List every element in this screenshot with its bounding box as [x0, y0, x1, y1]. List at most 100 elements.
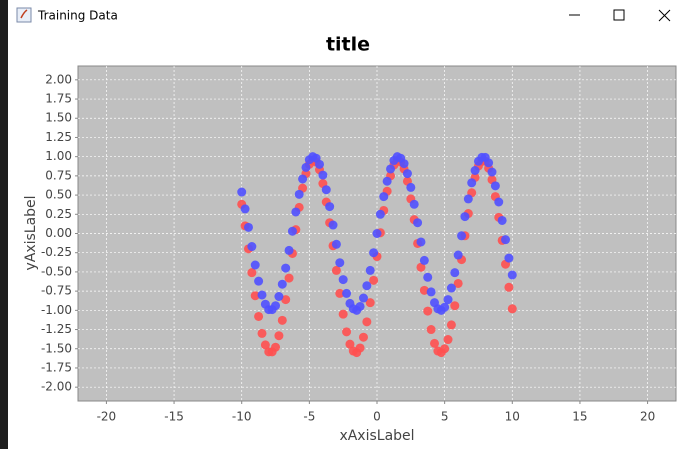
point: [284, 245, 294, 255]
point: [402, 169, 412, 179]
point: [331, 265, 341, 275]
point: [335, 258, 345, 268]
y-tick-label: -2.00: [41, 380, 72, 394]
point: [335, 288, 345, 298]
point: [460, 212, 470, 222]
point: [406, 182, 416, 192]
point: [294, 189, 304, 199]
point: [494, 197, 504, 207]
point: [497, 215, 507, 225]
point: [284, 273, 294, 283]
point: [463, 194, 473, 204]
y-tick-label: -1.50: [41, 341, 72, 355]
point: [247, 268, 257, 278]
y-tick-label: -0.50: [41, 264, 72, 278]
x-tick-label: 20: [640, 410, 655, 424]
point: [413, 218, 423, 228]
point: [386, 164, 396, 174]
point: [338, 275, 348, 285]
point: [507, 304, 517, 314]
point: [450, 268, 460, 278]
point: [355, 343, 365, 353]
y-tick-label: 0.25: [45, 207, 72, 221]
point: [274, 331, 284, 341]
point: [416, 237, 426, 247]
y-tick-label: -1.00: [41, 303, 72, 317]
y-tick-label: 2.00: [45, 72, 72, 86]
x-tick-label: 15: [572, 410, 587, 424]
point: [298, 174, 308, 184]
point: [237, 187, 247, 197]
x-tick-label: -20: [97, 410, 117, 424]
point: [240, 204, 250, 214]
point: [426, 287, 436, 297]
point: [281, 295, 291, 305]
point: [446, 283, 456, 293]
point: [321, 185, 331, 195]
y-tick-label: 1.00: [45, 149, 72, 163]
point: [443, 335, 453, 345]
point: [271, 301, 281, 311]
y-tick-label: 0.50: [45, 188, 72, 202]
point: [443, 295, 453, 305]
point: [426, 325, 436, 335]
point: [470, 165, 480, 175]
y-tick-label: -1.75: [41, 360, 72, 374]
y-tick-label: 1.75: [45, 92, 72, 106]
point: [416, 262, 426, 272]
point: [484, 158, 494, 168]
x-tick-label: -5: [303, 410, 315, 424]
close-button[interactable]: [642, 0, 687, 30]
point: [331, 239, 341, 249]
x-tick-label: 0: [373, 410, 381, 424]
point: [504, 282, 514, 292]
point: [423, 306, 433, 316]
point: [301, 162, 311, 172]
point: [274, 292, 284, 302]
point: [369, 248, 379, 258]
point: [291, 207, 301, 217]
x-tick-label: -15: [164, 410, 184, 424]
point: [365, 265, 375, 275]
y-tick-label: -1.25: [41, 322, 72, 336]
point: [247, 242, 257, 252]
point: [358, 332, 368, 342]
y-tick-label: 0.75: [45, 168, 72, 182]
point: [287, 226, 297, 236]
y-tick-label: 1.25: [45, 130, 72, 144]
chart-title: title: [326, 34, 370, 56]
point: [379, 192, 389, 202]
point: [453, 278, 463, 288]
maximize-button[interactable]: [597, 0, 642, 30]
point: [450, 301, 460, 311]
point: [342, 327, 352, 337]
point: [254, 276, 264, 286]
point: [250, 260, 260, 270]
point: [243, 222, 253, 232]
point: [338, 309, 348, 319]
point: [419, 285, 429, 295]
point: [467, 178, 477, 188]
point: [362, 317, 372, 327]
point: [430, 338, 439, 348]
point: [409, 199, 419, 209]
y-tick-label: 1.50: [45, 111, 72, 125]
point: [504, 253, 514, 263]
point: [358, 293, 368, 303]
point: [440, 344, 450, 354]
point: [365, 298, 375, 308]
x-tick-label: 10: [505, 410, 520, 424]
point: [257, 328, 267, 338]
point: [382, 176, 392, 186]
point: [318, 170, 328, 180]
point: [423, 272, 433, 282]
x-axis-label: xAxisLabel: [339, 428, 414, 444]
point: [277, 315, 287, 325]
point: [369, 275, 379, 285]
point: [345, 339, 355, 349]
point: [271, 342, 281, 352]
y-tick-label: 0.00: [45, 226, 72, 240]
minimize-button[interactable]: [552, 0, 597, 30]
point: [254, 311, 264, 321]
